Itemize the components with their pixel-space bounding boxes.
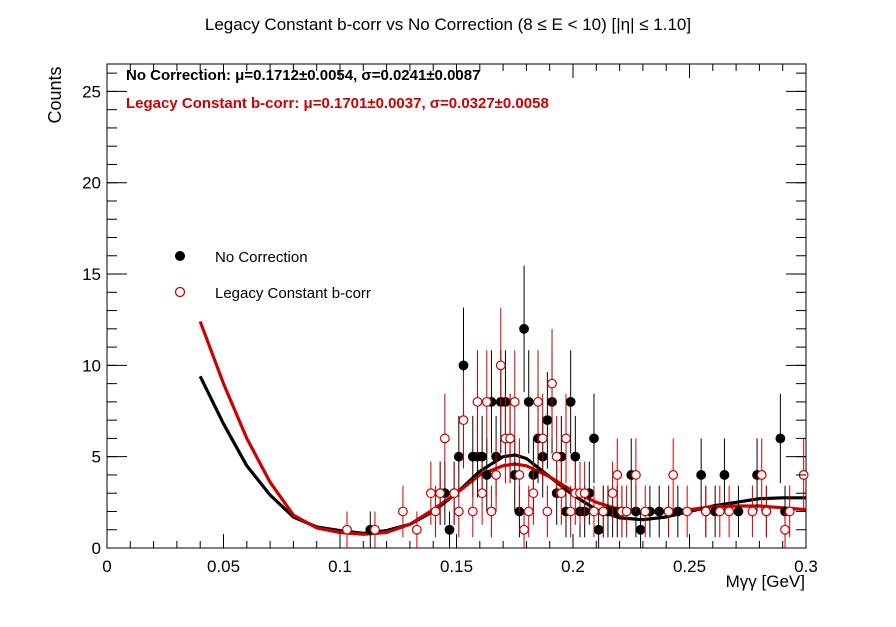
chart-title: Legacy Constant b-corr vs No Correction … (205, 15, 691, 34)
data-point-legacy (551, 451, 562, 462)
data-point-legacy (556, 488, 567, 499)
y-tick-label: 0 (92, 539, 101, 558)
axis-group: 0 0.05 0.1 0.15 0.2 0.25 0.3 0 5 10 15 20 25 (82, 64, 818, 576)
data-point-legacy (435, 488, 446, 499)
data-point-no-correction (477, 451, 488, 462)
data-point-no-correction (719, 470, 730, 480)
data-point-legacy (668, 470, 679, 480)
data-point-legacy (747, 506, 758, 517)
y-tick-label: 20 (82, 174, 101, 193)
data-point-legacy (547, 378, 557, 389)
data-point-legacy (495, 360, 506, 371)
data-point-legacy (439, 433, 450, 444)
data-point-legacy (398, 506, 408, 517)
data-point-legacy (449, 488, 460, 499)
data-point-legacy (514, 470, 525, 480)
data-point-no-correction (542, 415, 553, 426)
data-point-legacy (453, 506, 464, 517)
data-point-legacy (621, 506, 632, 517)
legend-marker-no-correction (175, 251, 185, 261)
y-tick-label: 15 (82, 265, 101, 284)
data-point-legacy (640, 506, 651, 517)
data-point-no-correction (593, 524, 604, 535)
data-point-legacy (663, 506, 674, 517)
data-point-legacy (528, 488, 539, 499)
data-point-legacy (724, 506, 735, 517)
data-point-legacy (542, 506, 553, 517)
data-point-no-correction (570, 451, 581, 462)
data-point-no-correction (565, 396, 576, 407)
x-tick-label: 0 (102, 557, 111, 576)
data-point-legacy (579, 488, 590, 499)
data-point-legacy (561, 433, 571, 444)
y-tick-label: 25 (82, 82, 101, 101)
data-point-legacy (481, 396, 492, 407)
data-point-legacy (598, 506, 609, 517)
data-point-legacy (458, 415, 469, 426)
data-point-legacy (780, 524, 790, 535)
fit-annotation-no-correction: No Correction: μ=0.1712±0.0054, σ=0.0241… (126, 67, 480, 84)
data-point-no-correction (589, 433, 599, 444)
data-point-no-correction (523, 396, 534, 407)
data-point-legacy (612, 470, 623, 480)
fit-annotation-legacy: Legacy Constant b-corr: μ=0.1701±0.0037,… (126, 95, 549, 112)
data-point-legacy (472, 396, 483, 407)
legend-marker-legacy (174, 286, 186, 298)
data-point-no-correction (775, 433, 786, 444)
data-point-legacy (430, 506, 441, 517)
data-point-legacy (523, 506, 534, 517)
y-tick-label: 5 (92, 448, 101, 467)
data-point-legacy (477, 488, 488, 499)
x-tick-label: 0.2 (561, 557, 585, 576)
legend: No Correction Legacy Constant b-corr (174, 249, 371, 302)
data-point-legacy (425, 488, 436, 499)
y-axis-label: Counts (45, 66, 65, 123)
data-point-legacy (565, 506, 576, 517)
x-tick-label: 0.05 (207, 557, 240, 576)
data-point-legacy (714, 506, 725, 517)
data-point-legacy (505, 433, 515, 444)
data-point-no-correction (672, 506, 683, 517)
data-point-legacy (537, 433, 548, 444)
data-point-legacy (631, 470, 641, 480)
data-point-legacy (607, 488, 618, 499)
data-point-legacy (370, 524, 380, 535)
data-point-no-correction (519, 323, 529, 334)
data-point-no-correction (733, 506, 744, 517)
data-point-legacy (589, 506, 599, 517)
data-point-no-correction (635, 524, 646, 535)
y-tick-label: 10 (82, 356, 101, 375)
data-point-legacy (700, 506, 711, 517)
data-point-legacy (761, 506, 772, 517)
data-point-no-correction (444, 524, 455, 535)
x-tick-label: 0.3 (794, 557, 818, 576)
data-point-no-correction (696, 470, 707, 480)
data-point-no-correction (453, 451, 464, 462)
data-point-legacy (491, 470, 502, 480)
data-point-legacy (519, 524, 529, 535)
legend-label-no-correction: No Correction (215, 249, 308, 266)
data-point-legacy (784, 506, 795, 517)
x-tick-label: 0.15 (440, 557, 473, 576)
data-point-legacy (509, 396, 520, 407)
data-point-legacy (411, 524, 422, 535)
data-points-group (342, 265, 809, 548)
data-point-legacy (682, 506, 693, 517)
data-point-no-correction (654, 506, 665, 517)
data-point-no-correction (458, 360, 469, 371)
data-point-legacy (342, 524, 352, 535)
x-axis-label: Mγγ [GeV] (726, 572, 805, 591)
legend-label-legacy: Legacy Constant b-corr (215, 285, 371, 302)
x-tick-label: 0.25 (673, 557, 706, 576)
data-point-legacy (486, 506, 497, 517)
x-tick-label: 0.1 (328, 557, 352, 576)
data-point-no-correction (481, 470, 492, 480)
data-point-legacy (467, 506, 478, 517)
data-point-legacy (756, 470, 767, 480)
data-point-legacy (533, 396, 543, 407)
